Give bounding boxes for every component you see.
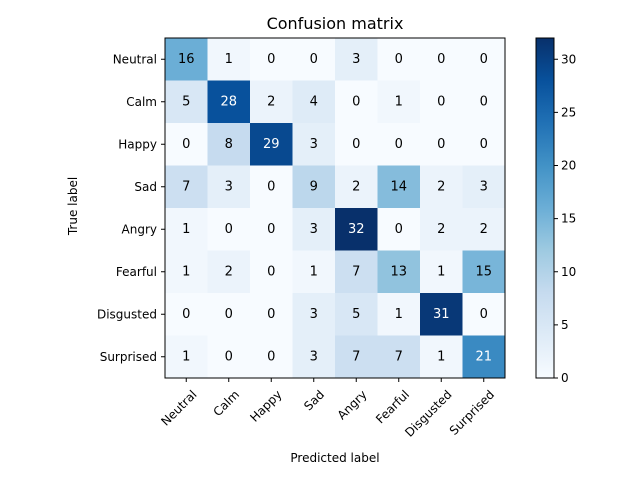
cell-value-label: 29 — [263, 137, 280, 152]
cell-value-label: 3 — [225, 179, 233, 194]
cell-value-label: 1 — [395, 94, 403, 109]
cell-value-label: 7 — [182, 179, 190, 194]
y-tick-label: Sad — [134, 180, 157, 194]
cell-value-label: 0 — [480, 137, 488, 152]
cell-value-label: 2 — [352, 179, 360, 194]
cell-value-label: 2 — [480, 222, 488, 237]
cell-value-label: 3 — [310, 349, 318, 364]
cell-value-label: 31 — [433, 307, 450, 322]
cell-value-label: 1 — [395, 307, 403, 322]
y-tick-label: Neutral — [113, 52, 157, 66]
cell-value-label: 1 — [182, 264, 190, 279]
cell-value-label: 0 — [480, 307, 488, 322]
cell-value-label: 0 — [267, 264, 275, 279]
x-tick-label: Neutral — [158, 387, 199, 428]
cell-value-label: 0 — [480, 94, 488, 109]
cell-value-label: 7 — [352, 349, 360, 364]
cell-value-label: 2 — [225, 264, 233, 279]
cell-value-label: 32 — [348, 222, 365, 237]
cell-value-label: 0 — [225, 349, 233, 364]
colorbar-ticks: 0 5 10 15 20 25 30 — [554, 52, 576, 385]
x-axis-label: Predicted label — [290, 451, 379, 465]
cell-value-label: 0 — [225, 307, 233, 322]
y-axis-ticks: Neutral Calm Happy Sad Angry Fearful Disgusted… — [97, 52, 165, 364]
heatmap-cells — [165, 38, 506, 379]
x-tick-label: Happy — [247, 387, 284, 424]
colorbar-tick-label: 30 — [561, 52, 576, 66]
colorbar-tick-label: 25 — [561, 105, 576, 119]
x-tick-label: Angry — [335, 387, 370, 422]
y-axis-label: True label — [66, 177, 80, 236]
cell-value-label: 0 — [225, 222, 233, 237]
cell-value-label: 0 — [480, 52, 488, 67]
cell-value-label: 0 — [310, 52, 318, 67]
cell-value-label: 2 — [437, 179, 445, 194]
cell-value-label: 1 — [437, 264, 445, 279]
cell-value-label: 0 — [437, 137, 445, 152]
cell-value-label: 2 — [267, 94, 275, 109]
cell-value-label: 0 — [182, 307, 190, 322]
cell-value-label: 1 — [182, 349, 190, 364]
cell-value-label: 1 — [310, 264, 318, 279]
cell-value-label: 0 — [267, 179, 275, 194]
cell-value-label: 0 — [182, 137, 190, 152]
cell-value-label: 3 — [480, 179, 488, 194]
colorbar-tick-label: 5 — [561, 318, 569, 332]
x-tick-label: Surprised — [447, 387, 497, 437]
cell-value-label: 16 — [178, 52, 195, 67]
cell-value-label: 13 — [390, 264, 407, 279]
y-tick-label: Fearful — [116, 265, 157, 279]
cell-value-label: 0 — [395, 137, 403, 152]
x-tick-label: Disgusted — [402, 387, 454, 439]
cell-value-label: 0 — [352, 137, 360, 152]
colorbar-tick-label: 0 — [561, 371, 569, 385]
cell-value-label: 5 — [182, 94, 190, 109]
cell-value-label: 1 — [437, 349, 445, 364]
cell-value-label: 14 — [390, 179, 407, 194]
chart-title: Confusion matrix — [267, 14, 404, 33]
cell-value-label: 3 — [310, 307, 318, 322]
cell-value-label: 0 — [437, 52, 445, 67]
y-tick-label: Surprised — [100, 350, 157, 364]
cell-value-label: 7 — [395, 349, 403, 364]
cell-value-label: 0 — [437, 94, 445, 109]
cell-value-label: 0 — [267, 349, 275, 364]
cell-value-label: 0 — [395, 222, 403, 237]
cell-value-label: 1 — [225, 52, 233, 67]
cell-value-label: 0 — [395, 52, 403, 67]
cell-value-label: 3 — [352, 52, 360, 67]
y-tick-label: Happy — [118, 137, 157, 151]
cell-value-label: 2 — [437, 222, 445, 237]
y-tick-label: Angry — [122, 222, 157, 236]
cell-value-label: 4 — [310, 94, 318, 109]
colorbar — [536, 38, 554, 378]
colorbar-tick-label: 15 — [561, 212, 576, 226]
colorbar-tick-label: 20 — [561, 159, 576, 173]
cell-value-label: 21 — [475, 349, 492, 364]
cell-value-label: 0 — [352, 94, 360, 109]
x-axis-ticks: Neutral Calm Happy Sad Angry FearfulDisgusted… — [158, 378, 497, 440]
cell-value-label: 3 — [310, 222, 318, 237]
cell-value-label: 5 — [352, 307, 360, 322]
cell-value-label: 0 — [267, 222, 275, 237]
x-tick-label: Fearful — [373, 387, 412, 426]
cell-value-label: 1 — [182, 222, 190, 237]
cell-value-label: 7 — [352, 264, 360, 279]
cell-value-label: 3 — [310, 137, 318, 152]
x-tick-label: Calm — [210, 387, 242, 419]
cell-value-label: 0 — [267, 307, 275, 322]
y-tick-label: Calm — [126, 95, 157, 109]
cell-value-label: 9 — [310, 179, 318, 194]
cell-value-label: 15 — [475, 264, 492, 279]
x-tick-label: Sad — [301, 387, 327, 413]
cell-value-label: 0 — [267, 52, 275, 67]
y-tick-label: Disgusted — [97, 307, 157, 321]
colorbar-tick-label: 10 — [561, 265, 576, 279]
cell-value-label: 28 — [220, 94, 237, 109]
cell-value-label: 8 — [225, 137, 233, 152]
